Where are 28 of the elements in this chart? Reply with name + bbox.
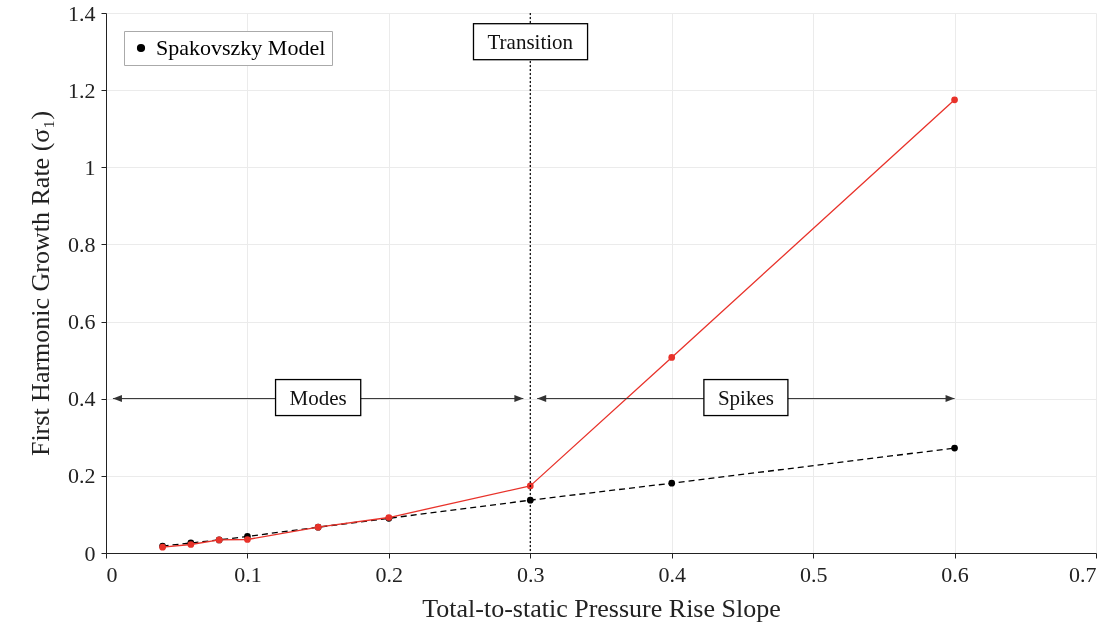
x-tick-label: 0.1 [234, 561, 262, 587]
x-tick-label: 0.4 [658, 561, 686, 587]
y-tick-label: 1.2 [68, 77, 96, 103]
point [668, 354, 676, 361]
point [951, 444, 958, 452]
y-tick-label: 1 [84, 154, 96, 180]
y-tick-label: 0.2 [68, 463, 96, 489]
annotation: Modes [289, 385, 347, 410]
x-tick-label: 0.7 [1069, 561, 1097, 587]
point [526, 482, 534, 490]
x-tick-label: 0 [106, 561, 118, 587]
annotation: Spikes [717, 385, 774, 410]
point [951, 96, 958, 104]
x-tick-label: 0.2 [375, 561, 404, 587]
x-axis-title: Total-to-static Pressure Rise Slope [422, 593, 781, 623]
y-axis-title: First Harmonic Growth Rate (σ₁) [26, 110, 55, 457]
y-tick-label: 0.6 [68, 309, 96, 335]
ref-line-label: Transition [487, 29, 574, 54]
y-tick-label: 1.4 [68, 0, 96, 26]
x-tick-label: 0.5 [799, 561, 828, 587]
x-tick-label: 0.6 [941, 561, 969, 587]
y-tick-label: 0.8 [68, 231, 96, 257]
y-tick-label: 0 [84, 540, 96, 566]
y-tick-label: 0.4 [68, 386, 96, 412]
x-tick-label: 0.3 [517, 561, 545, 587]
point [668, 479, 676, 487]
point [526, 496, 534, 504]
legend-label: Spakovszky Model [156, 35, 326, 60]
